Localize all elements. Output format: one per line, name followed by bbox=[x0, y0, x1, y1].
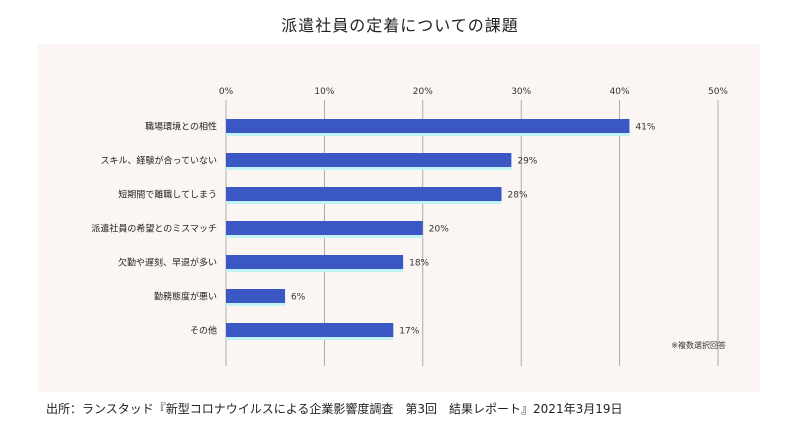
value-label: 6% bbox=[291, 293, 306, 303]
x-tick-label: 40% bbox=[610, 87, 630, 97]
x-axis: 0% 10% 20% 30% 40% 50% bbox=[219, 87, 729, 97]
chart-panel: 0% 10% 20% 30% 40% 50% 職場環境との相性スキル、経験が合っていない短… bbox=[38, 44, 760, 392]
category-label: スキル、経験が合っていない bbox=[100, 155, 217, 167]
source-citation: 出所：ランスタッド『新型コロナウイルスによる企業影響度調査 第3回 結果レポート… bbox=[46, 402, 623, 416]
category-label: 欠勤や遅刻、早退が多い bbox=[118, 257, 217, 269]
x-tick-label: 50% bbox=[708, 87, 728, 97]
bar bbox=[226, 221, 423, 235]
category-labels: 職場環境との相性スキル、経験が合っていない短期間で離職してしまう派遣社員の希望と… bbox=[91, 121, 217, 337]
category-label: 職場環境との相性 bbox=[145, 121, 217, 133]
bar bbox=[226, 289, 286, 303]
x-tick-label: 20% bbox=[413, 87, 433, 97]
x-tick-label: 30% bbox=[511, 87, 531, 97]
bar bbox=[226, 255, 404, 269]
bar bbox=[226, 187, 502, 201]
chart-note: ※複数選択回答 bbox=[671, 340, 726, 350]
value-label: 29% bbox=[517, 157, 537, 167]
x-tick-label: 10% bbox=[314, 87, 334, 97]
bar bbox=[226, 323, 394, 337]
category-label: 短期間で離職してしまう bbox=[118, 189, 217, 201]
page-title: 派遣社員の定着についての課題 bbox=[281, 16, 519, 35]
value-label: 28% bbox=[508, 191, 528, 201]
value-labels: 41% 29% 28% 20% 18% 6% 17% bbox=[291, 123, 656, 337]
value-label: 18% bbox=[409, 259, 429, 269]
bar bbox=[226, 119, 630, 133]
category-label: その他 bbox=[190, 325, 217, 337]
value-label: 20% bbox=[429, 225, 449, 235]
bars bbox=[226, 119, 630, 340]
value-label: 17% bbox=[399, 327, 419, 337]
bar-chart: 0% 10% 20% 30% 40% 50% 職場環境との相性スキル、経験が合っていない短… bbox=[91, 87, 729, 366]
category-label: 派遣社員の希望とのミスマッチ bbox=[91, 223, 217, 235]
bar bbox=[226, 153, 512, 167]
x-tick-label: 0% bbox=[219, 87, 234, 97]
category-label: 勤務態度が悪い bbox=[154, 291, 217, 303]
value-label: 41% bbox=[635, 123, 655, 133]
